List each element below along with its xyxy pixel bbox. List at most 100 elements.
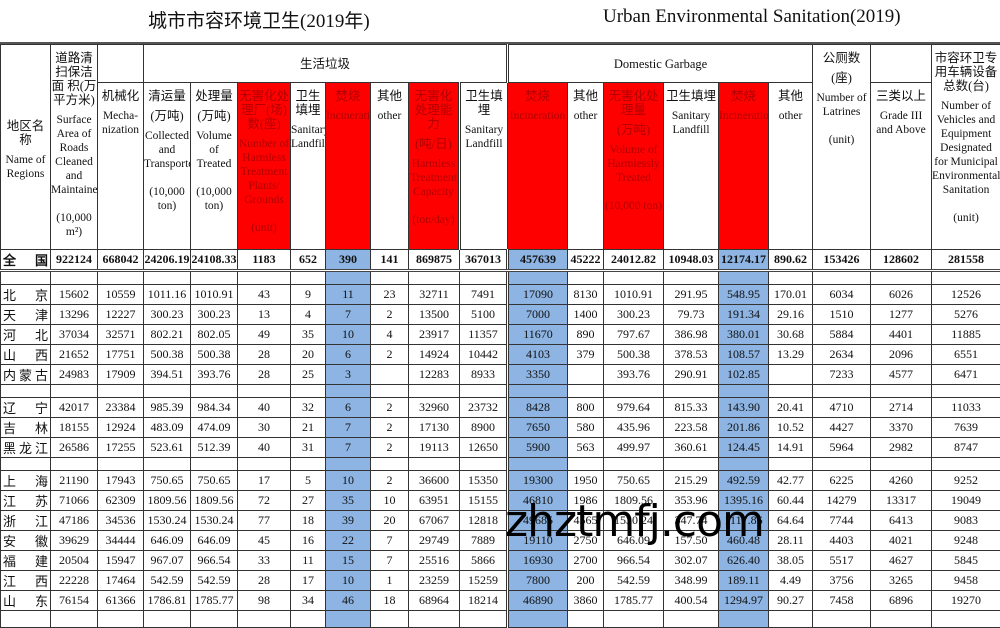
cell: 10 [326,325,371,345]
cell [409,271,460,285]
cell: 985.39 [144,398,191,418]
cell: 7 [326,305,371,325]
region-name: 江西 [1,571,51,591]
cell: 15350 [460,471,508,491]
cell: 46890 [508,591,568,611]
cell: 291.95 [664,285,719,305]
cell [664,458,719,471]
region-char: 蒙 [19,365,32,384]
header-en: Collected and Transported [144,129,190,171]
cell: 3756 [813,571,871,591]
cell: 500.38 [604,345,664,365]
cell: 67067 [409,511,460,531]
cell: 5 [291,471,326,491]
header-cn: 道路清扫保洁面 积(万平方米) [51,51,97,107]
cell: 1950 [568,471,604,491]
cell: 9083 [932,511,1000,531]
cell: 3860 [568,591,604,611]
cell: 9248 [932,531,1000,551]
cell: 10948.03 [664,250,719,271]
cell [568,611,604,628]
region-name: 山东 [1,591,51,611]
cell: 8130 [568,285,604,305]
cell [769,271,813,285]
column-header-6: 无害化处理厂(场)数(座)Number of Harmless Treatmen… [238,83,291,250]
cell: 7800 [508,571,568,591]
cell: 512.39 [191,438,238,458]
cell [568,271,604,285]
cell: 14.91 [769,438,813,458]
header-cn: 清运量 [144,89,190,103]
region-char: 黑 [3,438,16,457]
cell: 1010.91 [191,285,238,305]
cell [144,271,191,285]
cell [568,365,604,385]
cell: 6225 [813,471,871,491]
cell: 797.67 [604,325,664,345]
region-name-text: 浙江 [3,511,48,530]
region-name: 安徽 [1,531,51,551]
cell: 474.09 [191,418,238,438]
region-char: 全 [3,250,16,269]
cell: 33 [238,551,291,571]
cell: 6 [326,345,371,365]
cell: 7233 [813,365,871,385]
cell: 76154 [51,591,98,611]
cell: 15 [326,551,371,571]
cell: 28.11 [769,531,813,551]
cell [144,458,191,471]
title-chinese: 城市市容环境卫生(2019年) [148,6,370,33]
region-name: 内蒙古 [1,365,51,385]
cell [191,271,238,285]
cell: 19049 [932,491,1000,511]
cell [51,271,98,285]
cell: 11357 [460,325,508,345]
cell [932,385,1000,398]
cell: 2096 [871,345,932,365]
cell: 11885 [932,325,1000,345]
cell: 200 [568,571,604,591]
cell: 60.44 [769,491,813,511]
cell [98,271,144,285]
cell: 4021 [871,531,932,551]
cell [326,611,371,628]
region-char: 苏 [35,491,48,510]
cell: 815.33 [664,398,719,418]
cell: 12924 [98,418,144,438]
cell [508,385,568,398]
cell: 13500 [409,305,460,325]
cell: 17 [291,571,326,591]
cell [326,271,371,285]
region-char: 辽 [3,398,16,417]
cell [51,385,98,398]
cell: 32 [291,398,326,418]
cell: 984.34 [191,398,238,418]
group-header-cn: 生活垃圾 [144,45,508,83]
cell: 500.38 [144,345,191,365]
cell [326,458,371,471]
cell: 750.65 [144,471,191,491]
cell: 11 [326,285,371,305]
cell: 25516 [409,551,460,571]
header-en: Volume of Treated [191,129,237,171]
cell: 1117.86 [719,511,769,531]
region-name-text: 吉林 [3,418,48,437]
cell: 435.96 [604,418,664,438]
cell: 32711 [409,285,460,305]
cell: 18 [371,591,409,611]
cell: 1785.77 [191,591,238,611]
cell: 378.53 [664,345,719,365]
cell [371,365,409,385]
region-char: 山 [3,591,16,610]
cell: 26586 [51,438,98,458]
cell [409,385,460,398]
cell [604,458,664,471]
group-header-en: Domestic Garbage [508,45,813,83]
cell [508,458,568,471]
cell: 21 [291,418,326,438]
cell: 2982 [871,438,932,458]
